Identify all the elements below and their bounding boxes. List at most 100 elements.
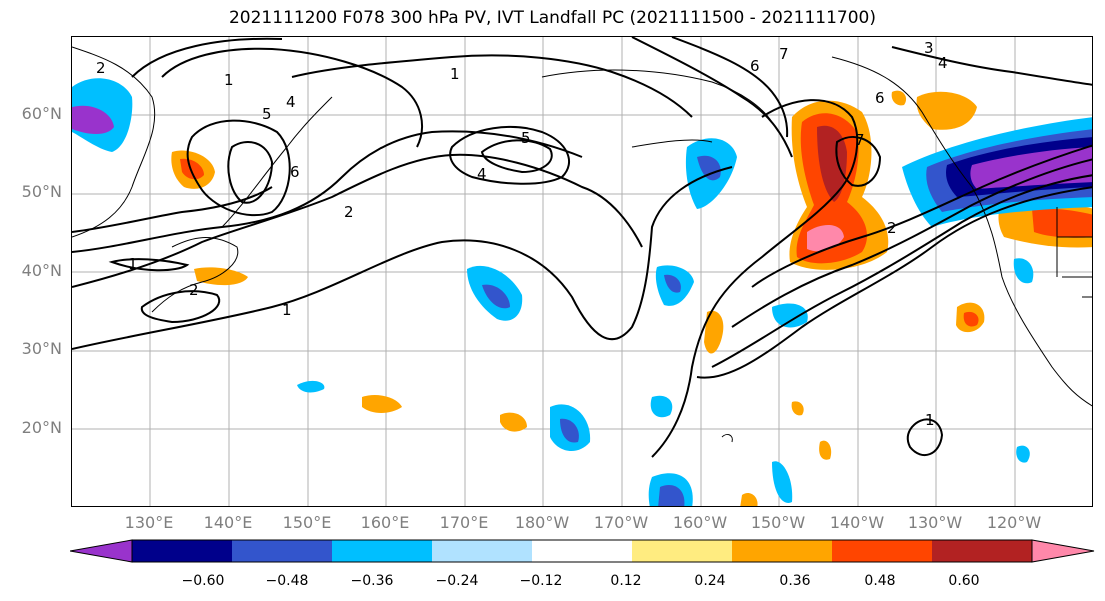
lon-label-120w: 120°W xyxy=(986,513,1042,532)
colorbar-tick-label: 0.48 xyxy=(864,573,896,589)
contour-3-arc xyxy=(72,130,583,253)
contour-label: 6 xyxy=(750,57,760,75)
lon-label-130w: 130°W xyxy=(907,513,963,532)
contour-low-6 xyxy=(480,139,553,174)
state-lines xyxy=(1056,207,1092,298)
coast-kuril xyxy=(221,96,333,228)
contour-label: 1 xyxy=(282,301,292,319)
contour-cutoff-7 xyxy=(835,136,882,187)
anomaly-positive-small-4 xyxy=(791,401,804,416)
colorbar-tick-label: −0.48 xyxy=(265,573,309,589)
lon-label-170w: 170°W xyxy=(593,513,649,532)
anomaly-negative-south-core xyxy=(658,485,685,506)
contour-label: 6 xyxy=(290,163,300,181)
contour-label-group: 1 2 4 5 6 5 4 2 1 1 6 7 6 7 3 4 2 1 2 1 xyxy=(96,39,948,429)
contour-label: 2 xyxy=(189,281,199,299)
anomaly-negative-central-2-core xyxy=(664,274,681,293)
contour-north-3 xyxy=(671,37,789,138)
lon-label-150w: 150°W xyxy=(750,513,806,532)
contour-label: 6 xyxy=(875,89,885,107)
map-canvas: 1 2 4 5 6 5 4 2 1 1 6 7 6 7 3 4 2 1 2 1 xyxy=(72,37,1092,506)
lon-label-170e: 170°E xyxy=(439,513,489,532)
anomaly-positive-east-core xyxy=(1032,208,1092,238)
contour-label: 1 xyxy=(450,65,460,83)
contour-ring-6 xyxy=(227,141,274,204)
contour-1-south xyxy=(72,166,733,350)
coast-aleutians xyxy=(631,139,713,148)
anomaly-positive-plume-pink xyxy=(807,225,844,252)
colorbar-cell xyxy=(432,540,533,562)
contour-north-east xyxy=(891,46,1092,86)
contour-trough-1 xyxy=(651,99,859,458)
colorbar-cell xyxy=(332,540,433,562)
anomaly-positive-small-5 xyxy=(819,440,832,460)
anomaly-negative-small-3 xyxy=(772,461,793,503)
lat-label-40n: 40°N xyxy=(21,261,62,280)
contour-low-5 xyxy=(449,126,571,185)
colorbar-tick-label: −0.24 xyxy=(435,573,479,589)
lat-label-20n: 20°N xyxy=(21,418,62,437)
colorbar-tick-label: 0.12 xyxy=(610,573,642,589)
anomaly-negative-central-1-core xyxy=(482,284,510,309)
anomaly-positive-plume-darkred xyxy=(817,125,847,202)
anomaly-negative-aleutian-core xyxy=(697,155,721,181)
contour-north-2 xyxy=(631,37,793,158)
lon-label-180w: 180°W xyxy=(514,513,570,532)
coast-na-west xyxy=(831,56,1092,407)
colorbar-tick-label: 0.24 xyxy=(694,573,726,589)
colorbar-cell xyxy=(732,540,833,562)
anomaly-negative-small-6 xyxy=(1016,445,1030,463)
contour-label: 4 xyxy=(477,165,487,183)
coast-hawaii xyxy=(721,434,733,443)
contour-ridge-1 xyxy=(161,47,423,148)
colorbar-tick-label: 0.60 xyxy=(948,573,980,589)
anomaly-positive-small-3 xyxy=(704,310,724,354)
contour-label: 7 xyxy=(855,131,865,149)
coast-alaska xyxy=(541,69,773,123)
anomaly-negative-subtropic-core xyxy=(560,418,579,443)
contour-label: 2 xyxy=(887,219,897,237)
anomaly-negative-small-4 xyxy=(772,303,808,328)
colorbar xyxy=(70,539,1095,563)
anomaly-positive-bc xyxy=(891,90,907,106)
lon-label-140e: 140°E xyxy=(203,513,253,532)
contour-label: 2 xyxy=(344,203,354,221)
anomaly-positive-small-2 xyxy=(500,412,527,432)
contour-west-1 xyxy=(108,258,190,272)
colorbar-extend-min xyxy=(70,539,133,563)
contour-label: 5 xyxy=(521,129,531,147)
contour-label: 1 xyxy=(925,411,935,429)
contour-label: 7 xyxy=(779,45,789,63)
map-panel: 1 2 4 5 6 5 4 2 1 1 6 7 6 7 3 4 2 1 2 1 xyxy=(71,36,1093,507)
lon-label-130e: 130°E xyxy=(124,513,174,532)
colorbar-cell xyxy=(932,540,1033,562)
lat-label-60n: 60°N xyxy=(21,104,62,123)
anomaly-negative-small-5 xyxy=(1013,258,1034,284)
colorbar-border xyxy=(131,539,1033,563)
colorbar-tick-label: −0.12 xyxy=(519,573,563,589)
contour-label: 4 xyxy=(286,93,296,111)
map-title: 2021111200 F078 300 hPa PV, IVT Landfall… xyxy=(228,8,876,28)
pv-contours xyxy=(72,37,1092,458)
anomaly-positive-small-1 xyxy=(362,395,402,413)
colorbar-tick-label: −0.36 xyxy=(350,573,394,589)
contour-small-ring xyxy=(906,418,944,457)
contour-2-arc xyxy=(72,153,643,288)
contour-ring-5 xyxy=(186,119,291,217)
coast-asia xyxy=(72,46,156,238)
anomaly-negative-small-2 xyxy=(650,395,673,418)
colorbar-cell xyxy=(132,540,233,562)
lon-label-150e: 150°E xyxy=(282,513,332,532)
shaded-anomalies xyxy=(72,78,1092,506)
anomaly-positive-japan-core xyxy=(180,158,204,180)
lat-label-50n: 50°N xyxy=(21,182,62,201)
contour-trough-3 xyxy=(731,158,1092,328)
anomaly-negative-nw-core xyxy=(72,105,114,134)
colorbar-extend-max xyxy=(1031,539,1095,563)
coast-japan xyxy=(151,237,239,313)
contour-ridge-2 xyxy=(131,37,283,78)
anomaly-positive-small-6 xyxy=(740,492,758,506)
anomaly-negative-small-1 xyxy=(297,380,325,393)
colorbar-cell xyxy=(232,540,333,562)
lat-label-30n: 30°N xyxy=(21,339,62,358)
